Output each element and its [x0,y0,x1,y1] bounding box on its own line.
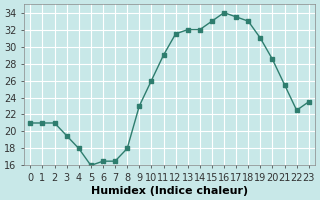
X-axis label: Humidex (Indice chaleur): Humidex (Indice chaleur) [91,186,248,196]
